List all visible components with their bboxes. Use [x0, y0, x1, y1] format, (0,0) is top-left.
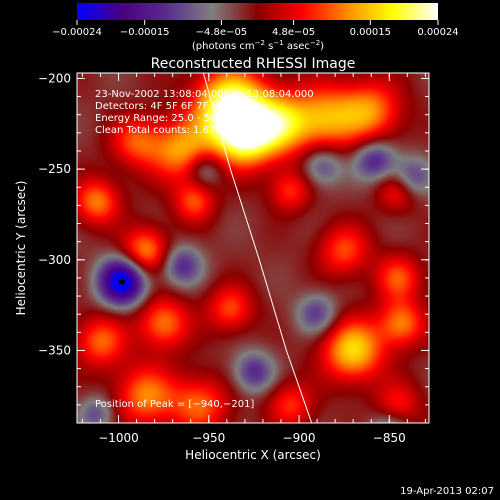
footer-date: 19-Apr-2013 02:07 — [400, 486, 494, 497]
overlay-peak-position: Position of Peak = [−940,−201] — [95, 399, 254, 410]
x-tick-label: −1000 — [98, 431, 139, 445]
x-tick-label: −850 — [373, 431, 406, 445]
overlay-time-range: 23-Nov-2002 13:08:04.000 to 13:08:04.000 — [95, 89, 314, 100]
y-tick-label: −300 — [38, 253, 71, 267]
x-tick-label: −950 — [192, 431, 225, 445]
plot-frame — [76, 72, 430, 424]
colorbar — [77, 3, 438, 20]
colorbar-tick-label: 0.00015 — [350, 27, 391, 38]
y-axis-label: Heliocentric Y (arcsec) — [14, 181, 28, 316]
chart-title: Reconstructed RHESSI Image — [151, 56, 356, 72]
y-tick-label: −200 — [38, 71, 71, 85]
colorbar-tick-label: −0.00015 — [120, 27, 170, 38]
y-axis-ticks: −200 −250 −300 −350 — [38, 71, 429, 424]
colorbar-tick-label: −4.8e−05 — [196, 27, 248, 38]
colorbar-tick-label: 0.00024 — [417, 27, 458, 38]
solar-limb-curve — [202, 73, 313, 423]
colorbar-ticks: −0.00024 −0.00015 −4.8e−05 4.8e−05 0.00015 0.… — [52, 20, 459, 38]
colorbar-tick-label: 4.8e−05 — [272, 27, 315, 38]
x-tick-label: −900 — [283, 431, 316, 445]
colorbar-tick-label: −0.00024 — [52, 27, 102, 38]
x-axis-ticks: −1000 −950 −900 −850 — [81, 73, 426, 445]
colorbar-units: (photons cm−2 s−1 asec−2) — [192, 39, 324, 52]
y-tick-label: −350 — [38, 343, 71, 357]
overlay-detectors: Detectors: 4F 5F 6F 7F 8F, Att 0 — [95, 101, 254, 112]
heatmap-image — [77, 73, 429, 423]
x-axis-label: Heliocentric X (arcsec) — [185, 448, 321, 462]
overlay-clean-counts: Clean Total counts: 1.67E+03 — [95, 125, 243, 136]
minimum-marker: ✱ — [118, 278, 126, 289]
y-tick-label: −250 — [38, 162, 71, 176]
overlay-energy-range: Energy Range: 25.0 - 50.0 keV — [95, 113, 248, 124]
